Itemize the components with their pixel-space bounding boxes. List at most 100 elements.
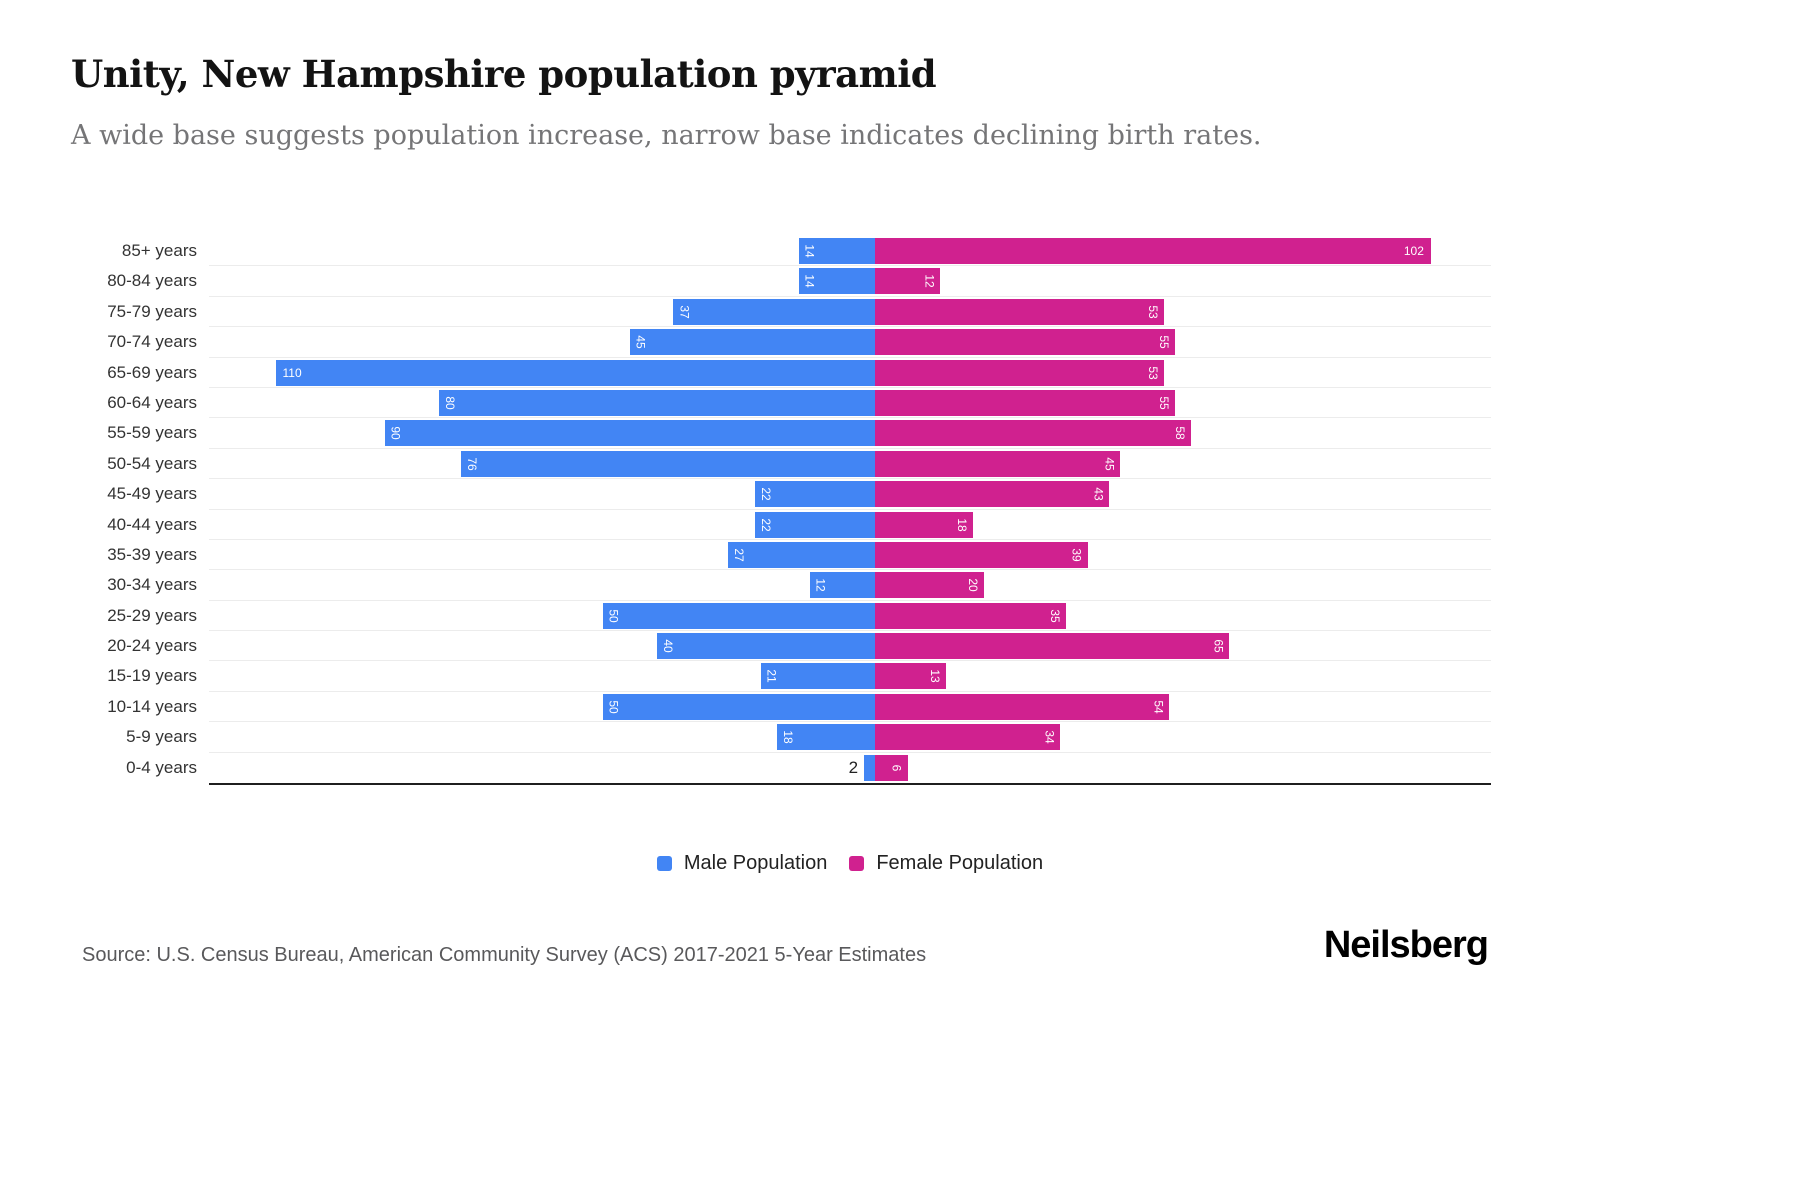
male-bar: 14 [798, 238, 875, 264]
pyramid-row: 70-74 years 45 55 [0, 327, 1491, 358]
male-bar: 80 [439, 389, 875, 416]
male-bar-value: 2 [848, 757, 859, 777]
male-bar-value: 45 [633, 335, 648, 349]
female-bar-value: 34 [1042, 730, 1057, 744]
row-plot: 45 55 [209, 327, 1491, 358]
legend-item-male: Male Population [656, 852, 827, 875]
male-bar: 27 [727, 541, 875, 568]
male-bar: 14 [798, 268, 875, 295]
male-bar: 12 [809, 572, 875, 599]
male-bar-value: 21 [764, 669, 779, 684]
male-bar-value: 12 [813, 578, 828, 592]
pyramid-rows: 85+ years 14 102 80-84 years 14 12 75-79 years… [0, 236, 1491, 783]
age-group-label: 0-4 years [126, 757, 197, 777]
female-bar: 58 [875, 420, 1192, 447]
male-swatch-icon [656, 856, 672, 871]
pyramid-row: 10-14 years 50 54 [0, 692, 1491, 723]
female-bar: 13 [875, 663, 946, 690]
female-bar: 102 [875, 238, 1431, 264]
pyramid-row: 45-49 years 22 43 [0, 479, 1491, 510]
male-bar: 50 [602, 602, 875, 629]
row-plot: 22 43 [209, 479, 1491, 510]
male-bar [864, 754, 875, 781]
age-group-label: 10-14 years [107, 696, 197, 716]
pyramid-row: 85+ years 14 102 [0, 236, 1491, 267]
pyramid-row: 0-4 years 2 6 [0, 753, 1491, 783]
female-bar: 39 [875, 541, 1088, 568]
row-plot: 80 55 [209, 388, 1491, 419]
male-bar-value: 90 [388, 426, 403, 441]
male-bar: 22 [755, 511, 875, 538]
row-plot: 18 34 [209, 722, 1491, 753]
source-text: Source: U.S. Census Bureau, American Com… [82, 944, 927, 966]
female-bar-value: 43 [1091, 487, 1106, 501]
male-bar-value: 22 [759, 517, 774, 532]
row-plot: 14 12 [209, 266, 1491, 297]
female-bar: 20 [875, 572, 984, 599]
female-bar-value: 54 [1151, 700, 1166, 714]
female-bar-value: 55 [1156, 396, 1171, 410]
pyramid-row: 65-69 years 110 53 [0, 358, 1491, 388]
female-bar-value: 13 [927, 669, 942, 684]
male-bar: 21 [760, 663, 875, 690]
female-bar-value: 65 [1211, 639, 1226, 653]
male-bar: 22 [755, 481, 875, 508]
female-bar-value: 35 [1047, 609, 1062, 623]
female-bar: 54 [875, 693, 1170, 720]
female-bar: 35 [875, 602, 1066, 629]
age-group-label: 60-64 years [107, 392, 197, 412]
female-bar: 6 [875, 754, 908, 781]
male-bar: 45 [629, 329, 875, 356]
pyramid-row: 15-19 years 21 13 [0, 661, 1491, 692]
female-bar-value: 53 [1145, 305, 1160, 319]
pyramid-row: 80-84 years 14 12 [0, 266, 1491, 297]
age-group-label: 50-54 years [107, 453, 197, 473]
female-bar: 65 [875, 633, 1230, 660]
female-bar: 18 [875, 511, 974, 538]
row-plot: 21 13 [209, 661, 1491, 692]
row-plot: 22 18 [209, 510, 1491, 540]
male-bar-value: 14 [802, 274, 817, 289]
female-bar-value: 6 [889, 764, 904, 771]
female-bar: 43 [875, 481, 1110, 508]
age-group-label: 35-39 years [107, 544, 197, 564]
pyramid-row: 35-39 years 27 39 [0, 540, 1491, 571]
male-bar: 18 [776, 724, 875, 751]
row-plot: 110 53 [209, 358, 1491, 388]
row-plot: 14 102 [209, 236, 1491, 267]
male-bar: 50 [602, 693, 875, 720]
age-group-label: 65-69 years [107, 362, 197, 382]
male-bar-value: 76 [464, 457, 479, 471]
male-bar-value: 37 [677, 305, 692, 319]
male-bar-value: 80 [443, 396, 457, 410]
age-group-label: 80-84 years [107, 271, 197, 291]
row-plot: 50 54 [209, 692, 1491, 723]
population-pyramid-chart: 85+ years 14 102 80-84 years 14 12 75-79 years… [0, 236, 1491, 786]
female-bar: 55 [875, 329, 1175, 356]
pyramid-row: 30-34 years 12 20 [0, 570, 1491, 601]
pyramid-row: 5-9 years 18 34 [0, 722, 1491, 753]
row-plot: 40 65 [209, 631, 1491, 662]
legend-item-female: Female Population [849, 852, 1043, 875]
x-axis-line [209, 783, 1491, 786]
female-bar-value: 45 [1102, 457, 1117, 471]
age-group-label: 5-9 years [126, 727, 197, 747]
male-bar-value: 27 [731, 548, 746, 562]
female-bar-value: 12 [922, 274, 937, 289]
age-group-label: 30-34 years [107, 575, 197, 595]
female-bar: 53 [875, 298, 1164, 325]
pyramid-row: 60-64 years 80 55 [0, 388, 1491, 419]
age-group-label: 25-29 years [107, 605, 197, 625]
pyramid-row: 20-24 years 40 65 [0, 631, 1491, 662]
female-bar: 12 [875, 268, 941, 295]
female-bar-value: 53 [1145, 365, 1160, 380]
female-bar: 55 [875, 389, 1175, 416]
neilsberg-logo: Neilsberg [1323, 924, 1489, 966]
pyramid-row: 40-44 years 22 18 [0, 510, 1491, 540]
row-plot: 27 39 [209, 540, 1491, 571]
female-bar-value: 102 [1403, 244, 1424, 258]
male-bar-value: 14 [802, 244, 817, 258]
female-swatch-icon [849, 856, 865, 871]
female-bar: 53 [875, 359, 1164, 386]
